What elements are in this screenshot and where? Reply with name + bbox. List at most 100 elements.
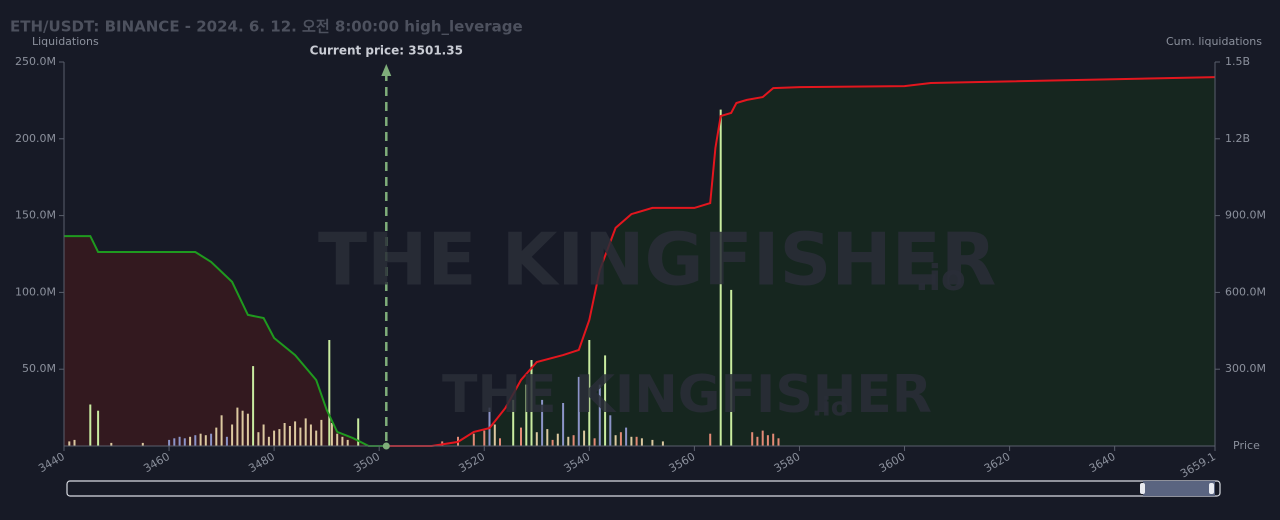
chart-title: ETH/USDT: BINANCE - 2024. 6. 12. 오전 8:00… xyxy=(10,18,523,36)
liquidation-bar xyxy=(777,438,780,446)
liquidation-bar xyxy=(630,436,633,446)
liquidation-bar xyxy=(357,418,360,446)
liquidation-bar xyxy=(320,419,323,446)
liquidation-bar xyxy=(535,432,538,446)
liquidation-bar xyxy=(73,439,76,446)
current-price-dot xyxy=(382,442,390,450)
slider-track xyxy=(66,480,1221,497)
liquidation-bar xyxy=(252,366,255,446)
liquidation-bar xyxy=(257,432,260,446)
liquidation-bar xyxy=(299,427,302,446)
y-tick-label: 100.0M xyxy=(15,285,56,298)
liquidation-bar xyxy=(199,433,202,446)
liquidation-bar xyxy=(231,424,234,446)
slider-handle[interactable] xyxy=(1140,483,1145,494)
liquidation-bar xyxy=(583,430,586,446)
y-tick-label: 250.0M xyxy=(15,55,56,68)
y2-axis-label: Cum. liquidations xyxy=(1166,35,1262,48)
cumulative-area xyxy=(64,236,387,446)
liquidation-bar xyxy=(328,340,331,446)
liquidation-bar xyxy=(141,442,144,446)
liquidation-bar xyxy=(512,399,515,446)
y-tick-label: 200.0M xyxy=(15,132,56,145)
liquidation-bar xyxy=(751,432,754,446)
liquidation-bar xyxy=(577,376,580,446)
cumulative-area xyxy=(386,77,1215,446)
liquidation-bar xyxy=(756,436,759,446)
cumulative-line xyxy=(386,76,1216,447)
y2-tick-label: 300.0M xyxy=(1225,362,1266,375)
y-tick-label: 150.0M xyxy=(15,209,56,222)
liquidation-bar xyxy=(572,435,575,446)
plot-area: 50.0M 100.0M 150.0M 200.0M 250.0M 300.0M 600.0… xyxy=(15,44,1266,481)
liquidation-bar xyxy=(651,439,654,446)
liquidation-bar xyxy=(604,355,607,446)
liquidation-bar xyxy=(520,427,522,446)
liquidation-bar xyxy=(530,360,533,446)
liquidation-bar xyxy=(236,407,239,446)
liquidation-bar xyxy=(472,433,475,446)
liquidation-bar xyxy=(766,435,769,446)
y2-tick-label: 600.0M xyxy=(1225,285,1266,298)
current-price-label: Current price: 3501.35 xyxy=(310,44,463,58)
liquidation-bar xyxy=(210,433,213,446)
liquidation-bar xyxy=(598,384,601,446)
liquidation-bar xyxy=(619,432,622,446)
liquidation-bar xyxy=(719,109,722,446)
liquidation-bar xyxy=(288,426,291,446)
liquidation-bar xyxy=(588,340,591,446)
liquidation-bar xyxy=(97,410,100,446)
liquidation-bar xyxy=(194,435,197,446)
y-tick-label: 50.0M xyxy=(22,362,56,375)
liquidation-bar xyxy=(625,427,628,446)
liquidation-bar xyxy=(178,436,181,446)
liquidation-bar xyxy=(110,442,113,446)
liquidation-bar xyxy=(225,436,228,446)
liquidation-bar xyxy=(483,430,486,446)
watermark-suffix: .io xyxy=(915,258,966,299)
liquidation-bar xyxy=(309,424,312,446)
liquidation-bar xyxy=(499,438,501,446)
x-axis-label: Price xyxy=(1233,439,1260,452)
liquidation-bar xyxy=(330,423,333,446)
y2-tick-label: 1.2B xyxy=(1225,132,1250,145)
liquidation-bar xyxy=(220,415,223,446)
liquidation-bar xyxy=(278,429,281,446)
liquidation-bar xyxy=(262,424,265,446)
liquidation-bar xyxy=(68,441,71,446)
liquidation-bar xyxy=(493,424,496,446)
liquidation-bar xyxy=(593,438,596,446)
liquidation-bar xyxy=(183,438,186,446)
liquidation-bar xyxy=(562,403,565,446)
liquidation-bar xyxy=(556,433,559,446)
liquidation-bar xyxy=(304,418,307,446)
slider-window[interactable] xyxy=(1143,481,1215,496)
watermark: THE KINGFISHER xyxy=(318,218,996,302)
liquidation-bar xyxy=(761,430,764,446)
liquidation-bar xyxy=(241,410,244,446)
slider-handle[interactable] xyxy=(1209,483,1214,494)
liquidation-bar xyxy=(635,436,638,446)
y2-tick-label: 1.5B xyxy=(1225,55,1250,68)
liquidation-bar xyxy=(89,404,92,446)
liquidation-bar xyxy=(341,436,344,446)
liquidation-bar xyxy=(609,415,612,446)
liquidation-bar xyxy=(204,435,207,446)
range-slider[interactable] xyxy=(66,480,1221,497)
liquidation-bar xyxy=(267,436,270,446)
liquidation-bar xyxy=(640,438,643,446)
current-price-arrow xyxy=(381,64,392,76)
cumulative-line xyxy=(64,235,387,447)
liquidation-bar xyxy=(614,435,617,446)
liquidation-bar xyxy=(730,289,733,446)
liquidation-bar xyxy=(546,429,549,446)
watermark-suffix: .io xyxy=(812,393,849,423)
liquidation-bar xyxy=(215,427,218,446)
liquidation-bar xyxy=(315,430,318,446)
liquidation-bar xyxy=(336,433,339,446)
liquidation-bar xyxy=(346,439,349,446)
liquidation-bar xyxy=(567,436,570,446)
liquidation-bar xyxy=(551,439,554,446)
liquidation-bar xyxy=(168,439,171,446)
